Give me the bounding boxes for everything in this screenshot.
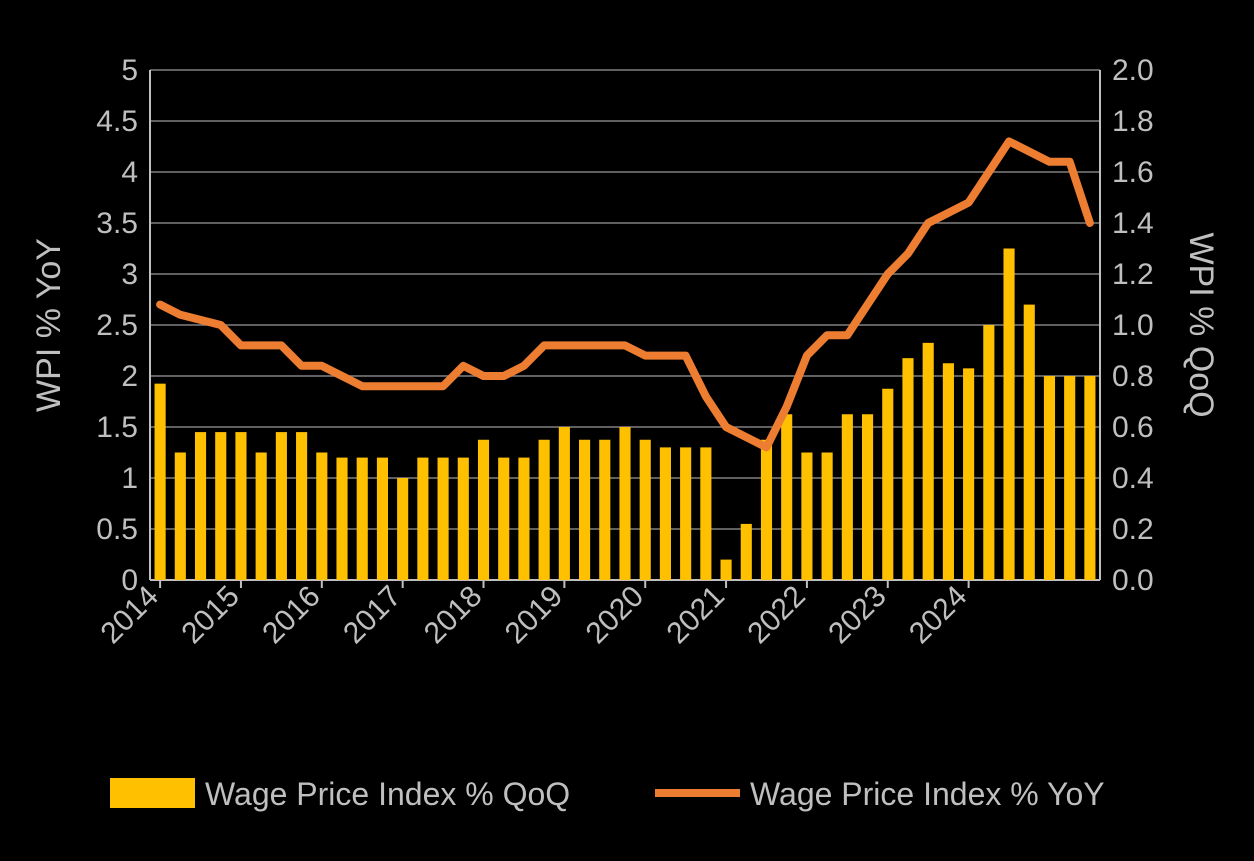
y-left-tick: 3.5 (96, 207, 138, 240)
bar-qoq (296, 432, 307, 580)
y-right-tick: 1.8 (1112, 105, 1154, 138)
bar-qoq (579, 440, 590, 580)
bar-qoq (1064, 376, 1075, 580)
y-right-tick: 2.0 (1112, 54, 1154, 87)
bar-qoq (195, 432, 206, 580)
y-right-tick: 1.6 (1112, 156, 1154, 189)
y-left-tick: 1 (121, 462, 138, 495)
bar-qoq (559, 427, 570, 580)
bar-qoq (923, 343, 934, 580)
legend-line-label: Wage Price Index % YoY (750, 776, 1105, 812)
bar-qoq (458, 458, 469, 580)
y-right-tick: 0.8 (1112, 360, 1154, 393)
bar-qoq (822, 453, 833, 581)
bar-qoq (235, 432, 246, 580)
bar-qoq (801, 453, 812, 581)
bar-qoq (357, 458, 368, 580)
legend-bar-label: Wage Price Index % QoQ (205, 776, 570, 812)
y-right-tick: 1.0 (1112, 309, 1154, 342)
bar-qoq (902, 358, 913, 580)
bar-qoq (256, 453, 267, 581)
bar-qoq (155, 384, 166, 580)
bar-qoq (680, 447, 691, 580)
bar-qoq (842, 414, 853, 580)
bar-qoq (599, 440, 610, 580)
bar-qoq (1024, 305, 1035, 580)
bar-qoq (539, 440, 550, 580)
legend-bar-swatch (110, 778, 195, 808)
bar-qoq (761, 440, 772, 580)
y-right-tick: 0.6 (1112, 411, 1154, 444)
y-right-tick: 1.4 (1112, 207, 1154, 240)
bar-qoq (316, 453, 327, 581)
y-left-tick: 2.5 (96, 309, 138, 342)
bar-qoq (397, 478, 408, 580)
wpi-chart: 00.511.522.533.544.550.00.20.40.60.81.01… (0, 0, 1254, 861)
bar-qoq (1044, 376, 1055, 580)
bar-qoq (619, 427, 630, 580)
bar-qoq (417, 458, 428, 580)
bar-qoq (640, 440, 651, 580)
bar-qoq (215, 432, 226, 580)
bar-qoq (983, 325, 994, 580)
bar-qoq (175, 453, 186, 581)
bar-qoq (518, 458, 529, 580)
bar-qoq (862, 414, 873, 580)
y-left-tick: 3 (121, 258, 138, 291)
y-right-tick: 0.4 (1112, 462, 1154, 495)
bar-qoq (377, 458, 388, 580)
y-left-tick: 1.5 (96, 411, 138, 444)
bar-qoq (943, 363, 954, 580)
bar-qoq (700, 447, 711, 580)
bar-qoq (741, 524, 752, 580)
bar-qoq (438, 458, 449, 580)
bar-qoq (1084, 376, 1095, 580)
bar-qoq (781, 414, 792, 580)
bar-qoq (660, 447, 671, 580)
y-left-tick: 2 (121, 360, 138, 393)
y-left-tick: 4.5 (96, 105, 138, 138)
bar-qoq (721, 560, 732, 580)
bar-qoq (963, 368, 974, 580)
y-right-tick: 0.0 (1112, 564, 1154, 597)
bar-qoq (498, 458, 509, 580)
y-right-tick: 1.2 (1112, 258, 1154, 291)
bar-qoq (276, 432, 287, 580)
bar-qoq (336, 458, 347, 580)
y-left-tick: 4 (121, 156, 138, 189)
y-left-tick: 5 (121, 54, 138, 87)
y-right-tick: 0.2 (1112, 513, 1154, 546)
bar-qoq (1003, 249, 1014, 581)
y-left-tick: 0.5 (96, 513, 138, 546)
y-right-axis-label: WPI % QoQ (1182, 232, 1220, 417)
chart-container: 00.511.522.533.544.550.00.20.40.60.81.01… (0, 0, 1254, 861)
bar-qoq (478, 440, 489, 580)
y-left-axis-label: WPI % YoY (30, 238, 68, 412)
bar-qoq (882, 389, 893, 580)
